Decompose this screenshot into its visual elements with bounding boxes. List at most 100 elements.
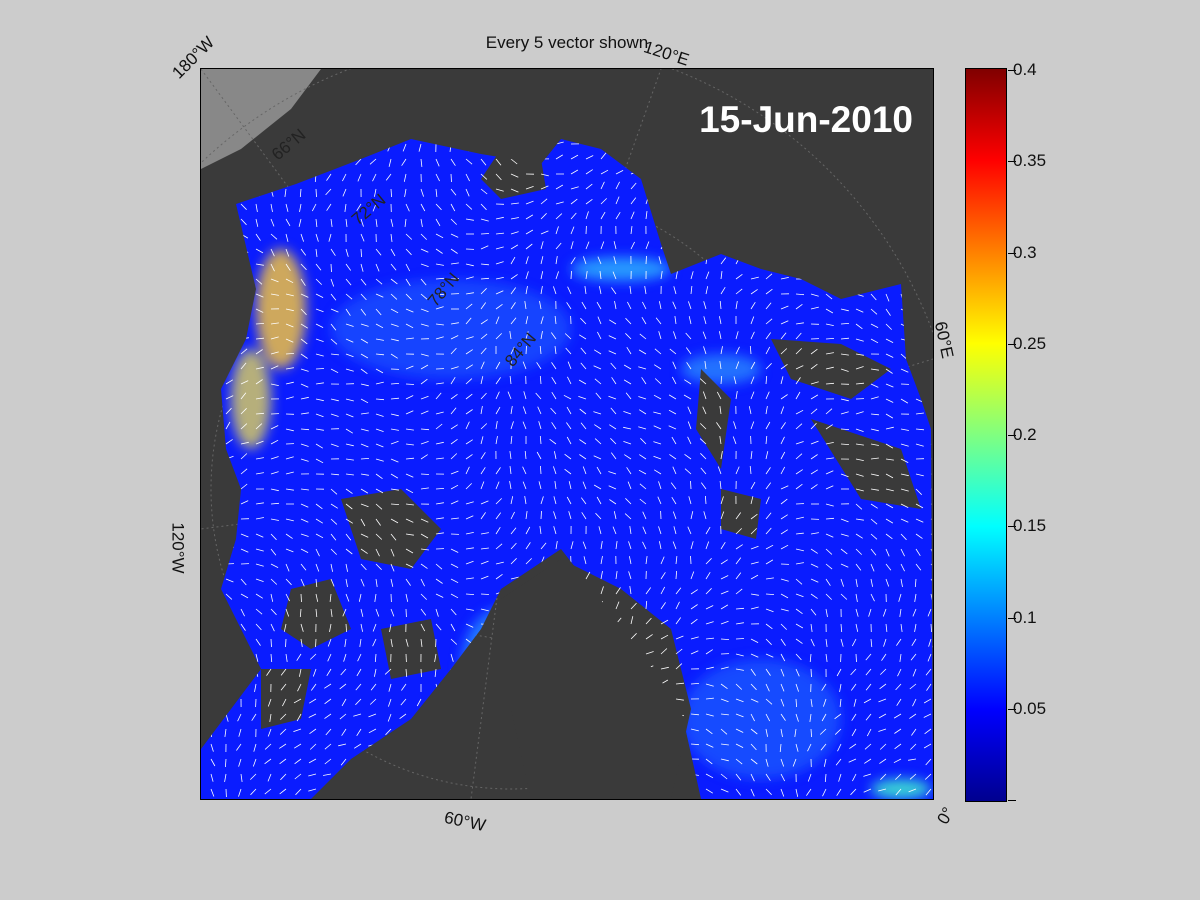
drift-vector [899, 653, 902, 662]
drift-vector [658, 526, 662, 535]
drift-vector [900, 488, 909, 492]
drift-vector [420, 548, 429, 551]
drift-vector [792, 758, 797, 767]
drift-vector [435, 293, 445, 296]
drift-vector [780, 529, 789, 535]
drift-vector [375, 533, 383, 540]
drift-vector [671, 436, 677, 445]
drift-vector [660, 572, 666, 580]
drift-vector [750, 528, 757, 535]
drift-vector [315, 293, 324, 298]
drift-vector [555, 226, 559, 235]
drift-vector [870, 308, 878, 315]
drift-vector [375, 428, 384, 432]
drift-vector [914, 578, 917, 588]
drift-vector [780, 422, 786, 430]
drift-vector [250, 773, 257, 780]
drift-vector [225, 379, 234, 385]
drift-vector [660, 556, 665, 565]
drift-vector [540, 241, 544, 250]
drift-vector [653, 425, 662, 430]
drift-vector [690, 636, 699, 640]
drift-vector [510, 302, 516, 310]
drift-vector [578, 379, 587, 385]
drift-vector [280, 713, 287, 720]
drift-vector [851, 728, 857, 737]
drift-vector [375, 338, 384, 341]
drift-vector [585, 155, 594, 160]
drift-vector [510, 173, 519, 178]
drift-vector [510, 406, 513, 415]
drift-vector [653, 455, 662, 460]
drift-vector [224, 728, 227, 737]
drift-vector [719, 406, 722, 415]
drift-vector [495, 406, 501, 415]
drift-vector [780, 485, 789, 490]
drift-vector [720, 511, 725, 520]
drift-vector [300, 412, 309, 415]
drift-vector [720, 683, 728, 690]
drift-vector [719, 480, 722, 490]
drift-vector [630, 182, 637, 190]
colorbar-tick [1008, 800, 1016, 801]
drift-vector [240, 468, 248, 475]
drift-vector [236, 743, 242, 751]
drift-vector [299, 203, 302, 212]
drift-vector [672, 466, 677, 475]
drift-vector [345, 218, 348, 227]
drift-vector [765, 683, 770, 692]
drift-vector [735, 572, 742, 580]
drift-vector [855, 563, 862, 571]
drift-vector [300, 428, 310, 431]
drift-vector [279, 758, 287, 765]
drift-vector [580, 317, 587, 325]
colorbar-tick [1008, 617, 1016, 619]
drift-vector [780, 668, 785, 677]
drift-vector [270, 248, 275, 257]
drift-vector [450, 262, 459, 265]
drift-vector [630, 226, 633, 235]
drift-vector [870, 368, 879, 371]
drift-vector [375, 458, 384, 462]
drift-vector [720, 541, 726, 550]
drift-vector [279, 743, 287, 749]
drift-vector [300, 293, 309, 298]
drift-vector [855, 623, 859, 632]
drift-vector [480, 593, 490, 595]
drift-vector [358, 593, 362, 602]
drift-vector [330, 368, 339, 374]
drift-vector [765, 623, 773, 630]
drift-vector [238, 788, 242, 797]
drift-vector [840, 398, 849, 402]
drift-vector [879, 743, 887, 750]
drift-vector [540, 286, 543, 295]
drift-vector [881, 653, 887, 661]
drift-vector [390, 563, 395, 572]
drift-vector [705, 728, 713, 735]
drift-vector [465, 218, 474, 221]
drift-vector [582, 466, 587, 475]
colorbar-tick [1008, 252, 1016, 254]
drift-vector [624, 513, 632, 520]
drift-vector [780, 363, 788, 370]
drift-vector [388, 698, 392, 707]
drift-vector [660, 271, 663, 280]
drift-vector [330, 488, 338, 495]
drift-vector [310, 683, 317, 691]
drift-vector [538, 481, 542, 490]
drift-vector [539, 526, 542, 535]
drift-vector [435, 336, 444, 340]
drift-vector [480, 245, 489, 250]
drift-vector [855, 518, 864, 521]
drift-vector [375, 503, 383, 510]
drift-vector [538, 421, 542, 430]
drift-vector [765, 728, 768, 737]
drift-vector [885, 548, 890, 557]
drift-vector [495, 277, 504, 280]
drift-vector [810, 440, 819, 445]
drift-vector [450, 393, 458, 400]
drift-vector [645, 241, 650, 250]
drift-vector [748, 406, 752, 415]
drift-vector [510, 244, 519, 250]
drift-vector [308, 788, 317, 792]
